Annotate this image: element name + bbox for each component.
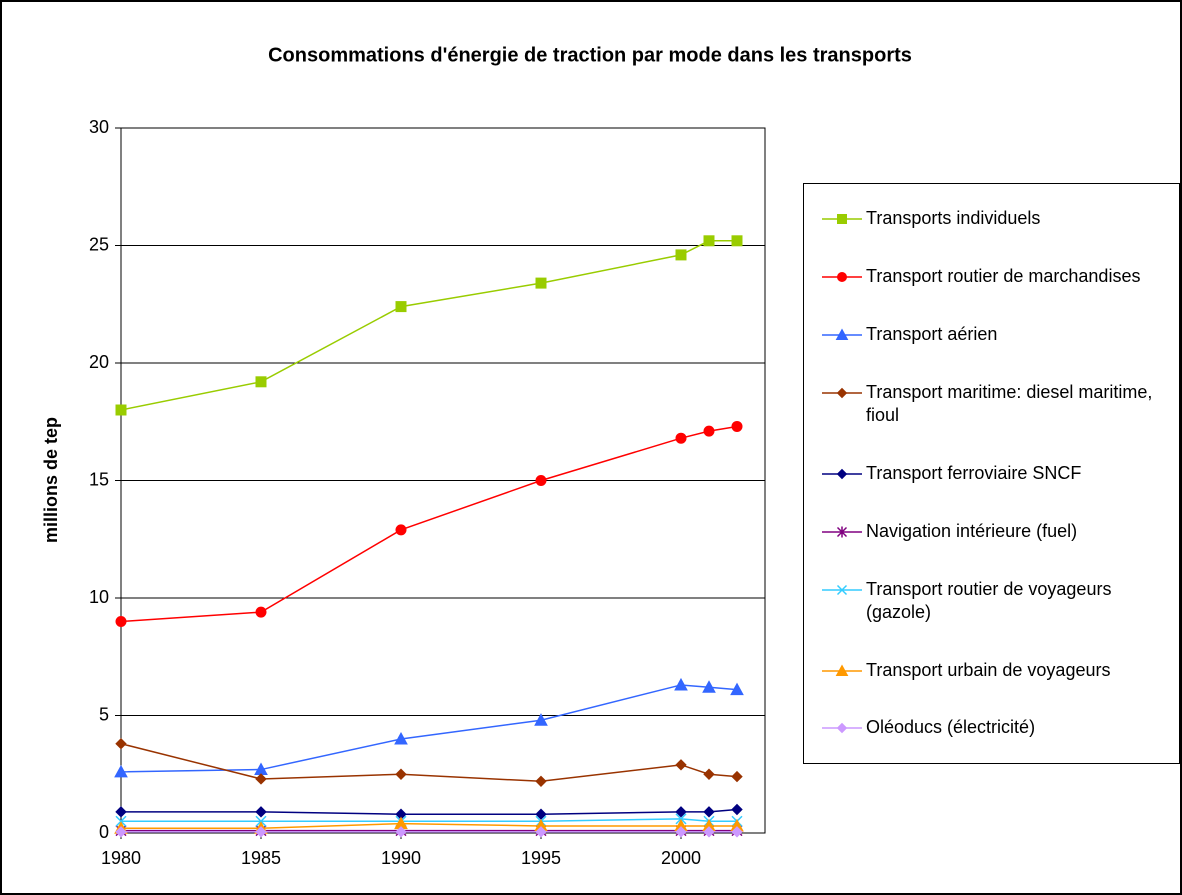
- y-tick-label: 0: [99, 822, 109, 842]
- marker: [731, 770, 743, 783]
- marker: [255, 376, 267, 388]
- marker: [702, 680, 716, 693]
- marker: [731, 803, 743, 816]
- marker: [395, 768, 407, 780]
- legend-item: Transport maritime: diesel maritime, fio…: [804, 381, 1179, 427]
- marker: [675, 432, 687, 444]
- marker: [731, 420, 743, 432]
- marker: [675, 249, 687, 261]
- legend-swatch: [822, 387, 862, 399]
- marker: [836, 584, 848, 595]
- legend-label: Transport urbain de voyageurs: [866, 659, 1111, 680]
- legend-label: Oléoducs (électricité): [866, 717, 1036, 738]
- legend-swatch: [822, 723, 862, 734]
- marker: [703, 806, 715, 818]
- legend-swatch: [822, 214, 862, 225]
- legend-item: Transport aérien: [804, 323, 1179, 346]
- marker: [836, 723, 848, 734]
- legend-swatch: [822, 272, 862, 283]
- marker: [675, 759, 687, 771]
- marker: [395, 524, 407, 536]
- marker: [731, 826, 743, 838]
- legend: Transports individuels Transport routier …: [803, 183, 1180, 764]
- legend-label: Transports individuels: [866, 208, 1041, 229]
- legend-label: Transport maritime: diesel maritime, fio…: [866, 382, 1153, 426]
- marker: [115, 826, 127, 838]
- marker: [255, 815, 267, 827]
- x-tick-label: 1995: [521, 848, 561, 868]
- marker: [115, 806, 127, 818]
- legend-item: Oléoducs (électricité): [804, 716, 1179, 739]
- y-tick-label: 25: [89, 234, 109, 254]
- legend-swatch: [822, 664, 862, 676]
- legend-item: Transport urbain de voyageurs: [804, 659, 1179, 682]
- legend-label: Transport routier de voyageurs (gazole): [866, 578, 1112, 622]
- marker: [255, 773, 267, 785]
- legend-label: Transport routier de marchandises: [866, 266, 1141, 287]
- y-tick-label: 20: [89, 352, 109, 372]
- marker: [535, 475, 547, 486]
- marker: [835, 328, 849, 341]
- marker: [837, 214, 847, 225]
- legend-swatch: [822, 584, 862, 595]
- x-tick-label: 1985: [241, 848, 281, 868]
- marker: [255, 826, 267, 838]
- y-tick-label: 10: [89, 587, 109, 607]
- x-tick-label: 1990: [381, 848, 421, 868]
- marker: [394, 731, 408, 745]
- marker: [837, 272, 847, 283]
- marker: [703, 768, 715, 780]
- y-tick-label: 5: [99, 704, 109, 724]
- marker: [115, 404, 127, 416]
- marker: [731, 235, 743, 247]
- marker: [115, 737, 127, 750]
- x-tick-label: 1980: [101, 848, 141, 868]
- legend-swatch: [822, 526, 862, 538]
- marker: [535, 277, 547, 289]
- legend-item: Transport ferroviaire SNCF: [804, 462, 1179, 485]
- marker: [114, 764, 128, 778]
- marker: [835, 664, 849, 676]
- marker: [115, 815, 127, 827]
- marker: [674, 677, 688, 691]
- marker: [730, 682, 744, 696]
- marker: [836, 526, 848, 538]
- marker: [395, 301, 407, 313]
- marker: [675, 826, 687, 838]
- legend-item: Transport routier de voyageurs (gazole): [804, 578, 1179, 624]
- marker: [255, 806, 267, 818]
- marker: [535, 775, 547, 788]
- plot-frame: [120, 127, 766, 834]
- marker: [836, 387, 848, 399]
- marker: [703, 826, 715, 838]
- legend-item: Transport routier de marchandises: [804, 265, 1179, 288]
- marker: [395, 826, 407, 838]
- marker: [836, 468, 848, 480]
- marker: [534, 713, 548, 726]
- marker: [675, 813, 687, 825]
- legend-item: Transports individuels: [804, 207, 1179, 230]
- legend-swatch: [822, 468, 862, 480]
- legend-item: Navigation intérieure (fuel): [804, 520, 1179, 543]
- marker: [535, 826, 547, 838]
- marker: [675, 806, 687, 818]
- marker: [703, 425, 715, 437]
- marker: [115, 616, 127, 627]
- marker: [703, 235, 715, 247]
- y-tick-label: 30: [89, 117, 109, 137]
- chart-title: Consommations d'énergie de traction par …: [268, 44, 912, 66]
- legend-label: Navigation intérieure (fuel): [866, 520, 1078, 541]
- x-tick-label: 2000: [661, 848, 701, 868]
- y-tick-label: 15: [89, 469, 109, 489]
- legend-label: Transport aérien: [866, 324, 998, 345]
- y-axis-label: millions de tep: [41, 417, 61, 543]
- legend-swatch: [822, 328, 862, 341]
- legend-label: Transport ferroviaire SNCF: [866, 462, 1082, 483]
- marker: [255, 606, 267, 618]
